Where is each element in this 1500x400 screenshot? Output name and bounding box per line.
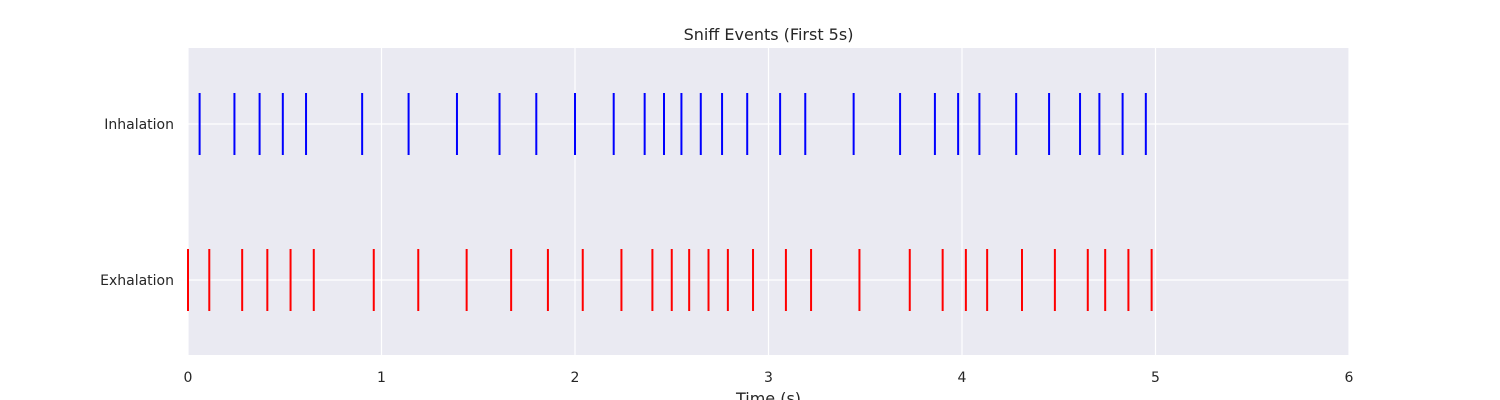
y-tick-label-inhalation: Inhalation	[104, 117, 174, 133]
x-tick-label: 6	[1345, 370, 1354, 386]
x-tick-label: 4	[958, 370, 967, 386]
event-markers	[187, 93, 1153, 311]
x-axis-label: Time (s)	[735, 389, 801, 400]
x-tick-label: 0	[184, 370, 193, 386]
y-tick-label-exhalation: Exhalation	[100, 273, 174, 289]
x-tick-label: 5	[1151, 370, 1160, 386]
chart-title: Sniff Events (First 5s)	[684, 25, 854, 44]
y-tick-labels: Inhalation Exhalation	[100, 117, 174, 289]
x-tick-label: 2	[571, 370, 580, 386]
x-tick-labels: 0 1 2 3 4 5 6	[184, 370, 1354, 386]
y-grid	[188, 123, 1349, 281]
x-tick-label: 3	[764, 370, 773, 386]
x-tick-label: 1	[377, 370, 386, 386]
